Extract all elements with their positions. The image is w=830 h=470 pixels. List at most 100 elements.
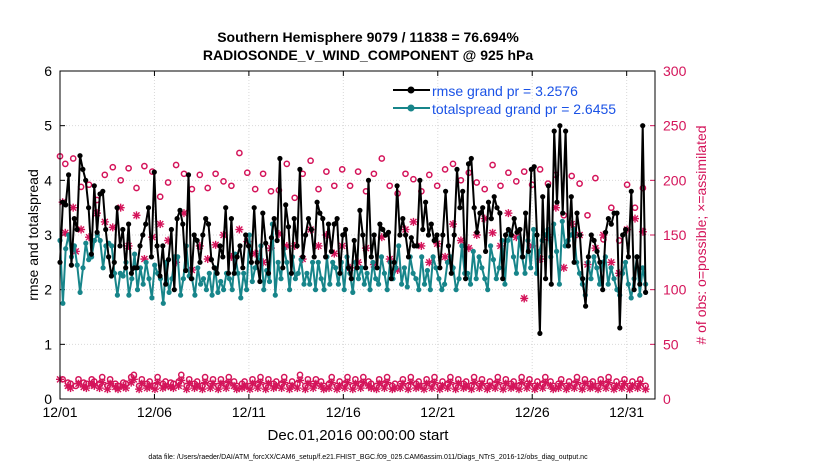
y-tick-label-right: 250 <box>663 118 687 134</box>
obs-assimilated-point <box>441 252 450 261</box>
y-tick-label-left: 5 <box>44 118 52 134</box>
legend-spread-marker <box>407 104 415 112</box>
rmse-point <box>217 243 223 249</box>
rmse-point <box>123 265 129 271</box>
totalspread-point <box>80 265 86 271</box>
obs-possible-point <box>386 182 394 190</box>
rmse-point <box>525 248 532 254</box>
totalspread-point <box>241 270 247 276</box>
rmse-point <box>474 229 480 235</box>
obs-assimilated-point <box>66 384 75 393</box>
totalspread-point <box>482 276 488 282</box>
totalspread-point <box>63 246 69 252</box>
obs-assimilated-point <box>478 379 487 388</box>
rmse-point <box>231 270 237 276</box>
totalspread-point <box>321 287 327 293</box>
obs-assimilated-point <box>121 384 130 393</box>
rmse-point <box>454 166 460 172</box>
rmse-point <box>457 205 463 211</box>
totalspread-point <box>310 259 316 265</box>
rmse-point <box>643 289 649 295</box>
obs-possible-point <box>425 171 433 179</box>
rmse-point <box>240 265 246 271</box>
rmse-point <box>260 210 266 216</box>
totalspread-point <box>502 281 508 287</box>
rmse-point <box>511 216 517 222</box>
totalspread-point <box>378 254 385 260</box>
rmse-point <box>200 232 206 238</box>
totalspread-point <box>505 237 511 244</box>
totalspread-point <box>410 270 416 276</box>
rmse-point <box>391 259 397 265</box>
rmse-point <box>637 281 643 287</box>
totalspread-point <box>436 276 442 282</box>
rmse-point <box>420 226 426 233</box>
rmse-point <box>268 235 274 241</box>
obs-possible-point <box>69 155 77 162</box>
rmse-point <box>577 232 583 238</box>
rmse-point <box>148 254 154 260</box>
obs-assimilated-point <box>470 378 479 387</box>
rmse-point <box>140 232 146 238</box>
obs-assimilated-point <box>256 378 265 387</box>
rmse-point <box>248 259 254 265</box>
totalspread-point <box>261 287 267 293</box>
totalspread-point <box>591 254 597 260</box>
totalspread-point <box>473 276 479 282</box>
obs-possible-point <box>283 160 291 168</box>
rmse-point <box>357 207 363 213</box>
totalspread-point <box>350 289 356 295</box>
obs-possible-point <box>323 168 330 175</box>
rmse-point <box>74 226 80 233</box>
rmse-point <box>508 232 514 238</box>
obs-assimilated-point <box>596 379 605 388</box>
x-axis-label: Dec.01,2016 00:00:00 start <box>268 427 450 444</box>
rmse-point <box>640 123 646 129</box>
rmse-point <box>328 248 334 254</box>
rmse-point <box>634 254 640 260</box>
obs-assimilated-point <box>607 258 616 267</box>
obs-possible-point <box>489 161 496 169</box>
totalspread-point <box>333 265 339 271</box>
rmse-point <box>605 216 612 222</box>
rmse-point <box>445 243 452 249</box>
totalspread-point <box>522 270 528 276</box>
totalspread-point <box>622 259 629 265</box>
obs-assimilated-point <box>409 217 418 226</box>
rmse-point <box>488 216 494 222</box>
rmse-point <box>305 216 312 222</box>
totalspread-point <box>419 254 425 260</box>
totalspread-point <box>433 265 439 271</box>
rmse-point <box>83 177 89 183</box>
totalspread-point <box>396 243 402 249</box>
obs-assimilated-point <box>446 378 455 387</box>
legend-rmse-label: rmse grand pr = 3.2576 <box>432 83 578 99</box>
rmse-point <box>160 243 166 249</box>
totalspread-point <box>559 218 565 224</box>
y-tick-label-right: 100 <box>663 282 687 298</box>
rmse-point <box>271 216 277 222</box>
rmse-point <box>623 226 629 233</box>
totalspread-point <box>358 265 364 271</box>
obs-assimilated-point <box>501 379 510 388</box>
totalspread-point <box>531 226 537 233</box>
rmse-line <box>59 124 647 335</box>
rmse-point <box>245 243 252 249</box>
rmse-point <box>323 254 329 260</box>
rmse-point <box>151 169 157 175</box>
obs-assimilated-point <box>150 385 159 394</box>
totalspread-point <box>399 281 405 287</box>
totalspread-point <box>307 281 313 287</box>
rmse-point <box>165 257 172 263</box>
obs-assimilated-point <box>77 225 86 234</box>
totalspread-point <box>355 276 362 282</box>
rmse-point <box>560 210 566 216</box>
totalspread-point <box>373 276 379 282</box>
totalspread-point <box>381 270 387 276</box>
obs-possible-point <box>307 157 314 165</box>
totalspread-point <box>126 292 132 298</box>
rmse-point <box>503 232 509 238</box>
tick-labels: 12/01 12/06 12/11 12/16 12/21 12/26 12/31 0 1 2 3 4… <box>42 63 686 420</box>
totalspread-point <box>628 295 634 301</box>
rmse-point <box>583 303 589 309</box>
